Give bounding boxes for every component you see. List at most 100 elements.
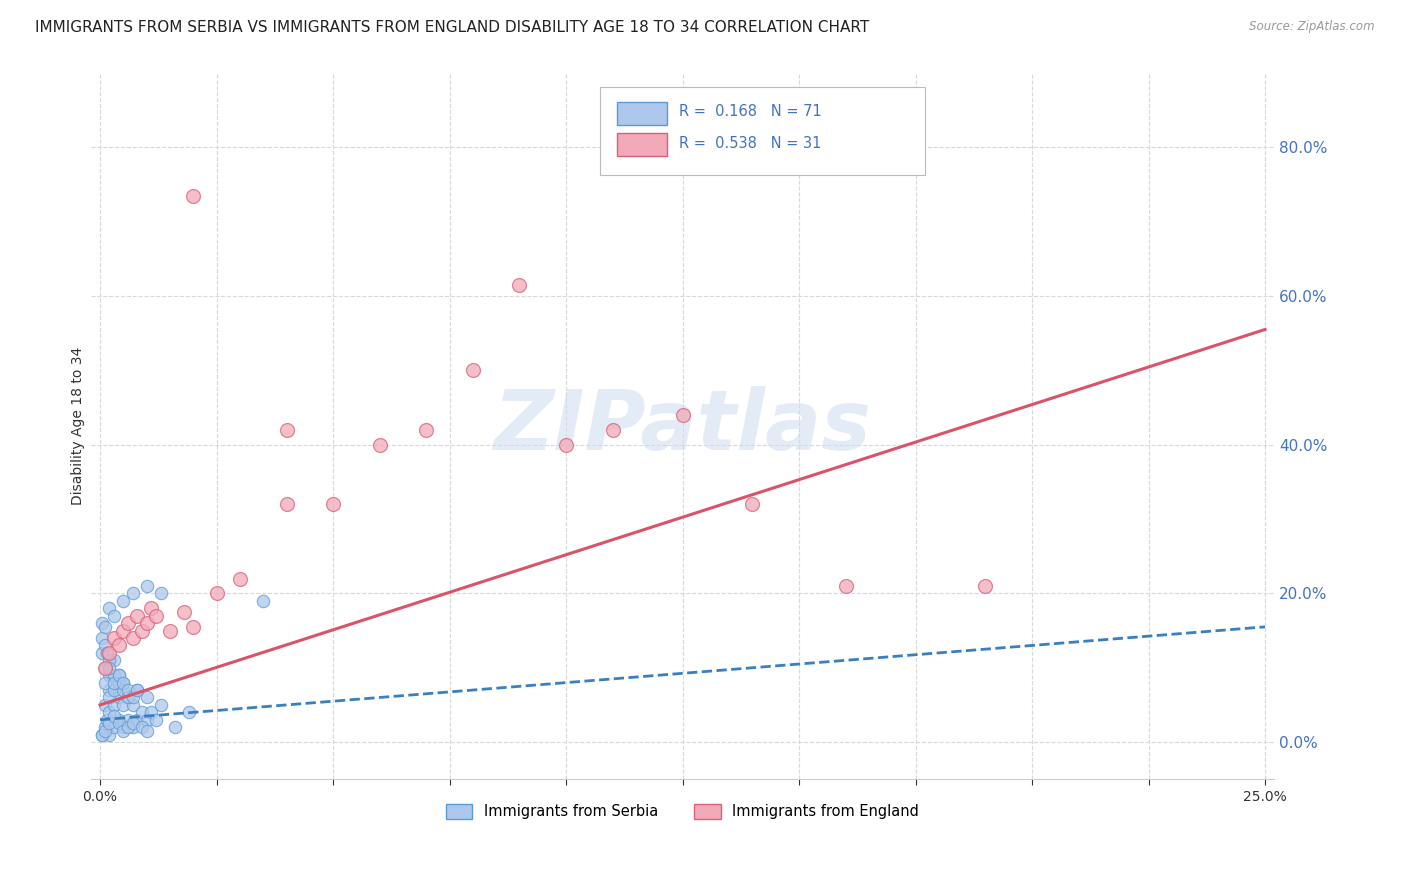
Point — [149, 586, 172, 600]
Point — [276, 423, 298, 437]
Point — [159, 624, 181, 638]
Point — [94, 675, 117, 690]
Point — [834, 579, 856, 593]
Text: IMMIGRANTS FROM SERBIA VS IMMIGRANTS FROM ENGLAND DISABILITY AGE 18 TO 34 CORREL: IMMIGRANTS FROM SERBIA VS IMMIGRANTS FRO… — [35, 20, 869, 35]
Point — [117, 720, 139, 734]
Point — [112, 683, 135, 698]
Point — [276, 497, 298, 511]
Legend: Immigrants from Serbia, Immigrants from England: Immigrants from Serbia, Immigrants from … — [440, 797, 925, 825]
Point — [145, 713, 167, 727]
Point — [974, 579, 997, 593]
Point — [103, 653, 125, 667]
Point — [112, 723, 135, 738]
Point — [94, 620, 117, 634]
Point — [117, 683, 139, 698]
Point — [135, 616, 157, 631]
Point — [94, 661, 117, 675]
Point — [741, 497, 763, 511]
Point — [98, 683, 121, 698]
Point — [135, 579, 157, 593]
Point — [127, 683, 149, 698]
Point — [117, 690, 139, 705]
Y-axis label: Disability Age 18 to 34: Disability Age 18 to 34 — [72, 347, 86, 505]
Point — [135, 690, 157, 705]
Point — [177, 706, 200, 720]
Point — [112, 624, 135, 638]
Point — [141, 601, 163, 615]
Point — [117, 616, 139, 631]
Point — [107, 716, 129, 731]
Point — [141, 706, 163, 720]
Point — [98, 668, 121, 682]
Point — [103, 675, 125, 690]
Point — [112, 720, 135, 734]
Point — [127, 713, 149, 727]
Point — [368, 438, 391, 452]
Point — [322, 497, 344, 511]
Text: Source: ZipAtlas.com: Source: ZipAtlas.com — [1250, 20, 1375, 33]
Point — [103, 709, 125, 723]
Point — [94, 720, 117, 734]
FancyBboxPatch shape — [600, 87, 925, 176]
Point — [98, 716, 121, 731]
Point — [91, 616, 114, 631]
Point — [135, 713, 157, 727]
Point — [229, 572, 252, 586]
Point — [91, 728, 114, 742]
Point — [91, 646, 114, 660]
Point — [91, 728, 114, 742]
Point — [415, 423, 437, 437]
Point — [98, 661, 121, 675]
Point — [96, 713, 118, 727]
Point — [181, 620, 204, 634]
Point — [131, 624, 153, 638]
Point — [117, 690, 139, 705]
Point — [107, 713, 129, 727]
Point — [121, 631, 143, 645]
Point — [98, 646, 121, 660]
Point — [112, 675, 135, 690]
Point — [98, 706, 121, 720]
Point — [103, 608, 125, 623]
Point — [98, 653, 121, 667]
Point — [107, 668, 129, 682]
Text: R =  0.168   N = 71: R = 0.168 N = 71 — [679, 104, 821, 120]
Point — [127, 683, 149, 698]
Point — [94, 698, 117, 712]
FancyBboxPatch shape — [617, 133, 668, 155]
Point — [131, 720, 153, 734]
Text: R =  0.538   N = 31: R = 0.538 N = 31 — [679, 136, 821, 151]
FancyBboxPatch shape — [617, 102, 668, 125]
Point — [117, 713, 139, 727]
Point — [121, 720, 143, 734]
Point — [131, 706, 153, 720]
Point — [163, 720, 186, 734]
Point — [602, 423, 624, 437]
Point — [96, 646, 118, 660]
Point — [103, 720, 125, 734]
Point — [94, 639, 117, 653]
Point — [205, 586, 228, 600]
Point — [121, 698, 143, 712]
Point — [121, 586, 143, 600]
Point — [112, 675, 135, 690]
Point — [135, 723, 157, 738]
Point — [671, 408, 693, 422]
Point — [103, 668, 125, 682]
Point — [252, 594, 274, 608]
Point — [103, 675, 125, 690]
Point — [107, 675, 129, 690]
Point — [94, 723, 117, 738]
Point — [145, 608, 167, 623]
Point — [112, 698, 135, 712]
Text: ZIPatlas: ZIPatlas — [494, 385, 872, 467]
Point — [121, 690, 143, 705]
Point — [94, 661, 117, 675]
Point — [103, 631, 125, 645]
Point — [98, 728, 121, 742]
Point — [98, 690, 121, 705]
Point — [103, 683, 125, 698]
Point — [107, 639, 129, 653]
Point — [181, 188, 204, 202]
Point — [107, 690, 129, 705]
